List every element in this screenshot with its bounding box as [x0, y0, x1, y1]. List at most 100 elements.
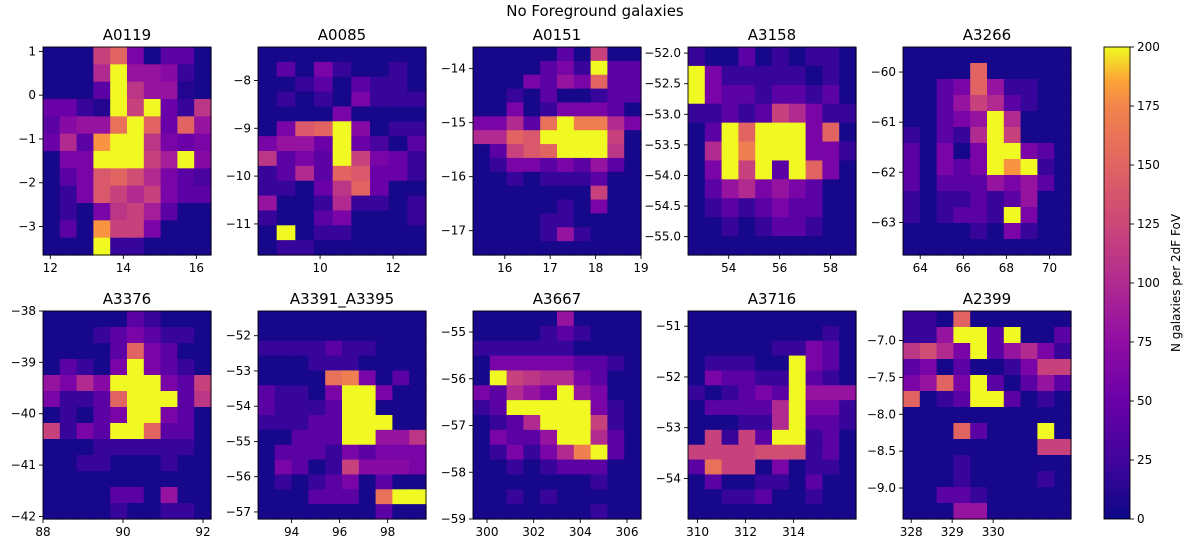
heatmap-cell — [76, 220, 94, 239]
heatmap-cell — [93, 116, 111, 135]
heatmap-cell — [788, 311, 807, 327]
heatmap-cell — [839, 429, 857, 446]
heatmap-cell — [325, 489, 343, 505]
heatmap-cell — [523, 227, 541, 242]
colorbar-label: N galaxies per 2dF FoV — [1169, 213, 1183, 352]
heatmap-cell — [987, 311, 1005, 328]
heatmap-cell — [788, 179, 807, 199]
heatmap-cell — [523, 157, 541, 173]
heatmap-cell — [473, 185, 491, 201]
heatmap-cell — [721, 444, 739, 461]
heatmap-cell — [788, 355, 807, 372]
heatmap-cell — [59, 455, 78, 472]
heatmap-cell — [805, 325, 823, 342]
heatmap-cell — [557, 157, 575, 173]
heatmap-cell — [919, 79, 938, 96]
heatmap-cell — [624, 241, 642, 256]
figure-title: No Foreground galaxies — [506, 2, 684, 20]
panel-title: A0119 — [103, 26, 151, 44]
heatmap-cell — [1003, 127, 1022, 144]
y-tick-label: −15 — [441, 116, 466, 130]
heatmap-cell — [970, 127, 988, 144]
heatmap-cell — [688, 429, 706, 446]
heatmap-cell — [143, 487, 162, 504]
heatmap-cell — [704, 370, 723, 386]
heatmap-cell — [489, 355, 508, 372]
x-tick-label: 329 — [941, 525, 964, 539]
heatmap-cell — [557, 459, 575, 476]
heatmap-cell — [772, 179, 790, 199]
heatmap-cell — [540, 171, 558, 187]
heatmap-cell — [624, 102, 642, 117]
heatmap-cell — [755, 429, 773, 446]
y-tick-label: −16 — [441, 170, 466, 184]
heatmap-cell — [573, 504, 592, 520]
heatmap-cell — [573, 355, 592, 372]
heatmap-cell — [276, 47, 296, 63]
y-tick-label: −7.5 — [867, 370, 896, 384]
heatmap-cell — [987, 47, 1005, 64]
heatmap-cell — [557, 88, 575, 104]
heatmap-cell — [1020, 311, 1038, 328]
heatmap-cell — [607, 227, 625, 242]
heatmap-cell — [573, 459, 592, 476]
heatmap-cell — [970, 439, 988, 456]
heatmap-cell — [936, 207, 954, 224]
heatmap-cell — [624, 185, 642, 201]
heatmap-cell — [1020, 207, 1038, 224]
heatmap-cell — [738, 459, 756, 476]
heatmap-cell — [540, 325, 558, 342]
heatmap-cell — [953, 239, 971, 256]
heatmap-cell — [919, 207, 938, 224]
heatmap-cell — [1054, 487, 1072, 504]
heatmap-cell — [755, 236, 773, 256]
heatmap-cell — [624, 340, 642, 357]
heatmap-cell — [987, 439, 1005, 456]
heatmap-cell — [143, 311, 162, 328]
heatmap-cell — [342, 385, 360, 401]
heatmap-cell — [473, 88, 491, 104]
heatmap-cell — [489, 213, 508, 228]
heatmap-cell — [557, 227, 575, 242]
heatmap-cell — [1054, 471, 1072, 488]
panel-frame — [687, 46, 857, 256]
heatmap-cell — [295, 240, 315, 256]
heatmap-cell — [276, 225, 296, 241]
heatmap-cell — [308, 370, 326, 386]
heatmap-cell — [308, 474, 326, 490]
heatmap-cell — [953, 471, 971, 488]
heatmap-cell — [1054, 503, 1072, 520]
heatmap-cell — [59, 407, 78, 424]
y-tick-label: −56 — [226, 470, 251, 484]
heatmap-cell — [805, 504, 823, 520]
heatmap-cell — [59, 503, 78, 520]
heatmap-cell — [194, 471, 212, 488]
heatmap-cell — [375, 474, 393, 490]
heatmap-cell — [93, 168, 111, 187]
heatmap-cell — [970, 63, 988, 80]
heatmap-cell — [822, 141, 840, 162]
heatmap-cell — [987, 327, 1005, 344]
heatmap-cell — [489, 199, 508, 214]
heatmap-cell — [788, 429, 807, 446]
heatmap-cell — [93, 81, 111, 100]
heatmap-cell — [43, 64, 61, 83]
heatmap-cell — [721, 429, 739, 446]
heatmap-cell — [1037, 191, 1055, 208]
heatmap-cell — [624, 415, 642, 431]
y-tick-label: −7.0 — [867, 334, 896, 348]
heatmap-cell — [573, 88, 592, 104]
heatmap-cell — [738, 160, 756, 180]
heatmap-cell — [573, 227, 592, 242]
heatmap-cell — [177, 439, 195, 456]
heatmap-cell — [177, 220, 195, 239]
heatmap-cell — [903, 143, 921, 160]
heatmap-cell — [43, 151, 61, 169]
heatmap-cell — [688, 340, 706, 357]
heatmap-cell — [1054, 159, 1072, 176]
heatmap-panel-a0151: A0151 16 17 18 19 −17 −16 −15 −14 — [441, 26, 649, 275]
heatmap-cell — [143, 81, 162, 100]
heatmap-cell — [370, 136, 390, 152]
heatmap-cell — [970, 311, 988, 328]
x-tick-label: 90 — [115, 525, 130, 539]
